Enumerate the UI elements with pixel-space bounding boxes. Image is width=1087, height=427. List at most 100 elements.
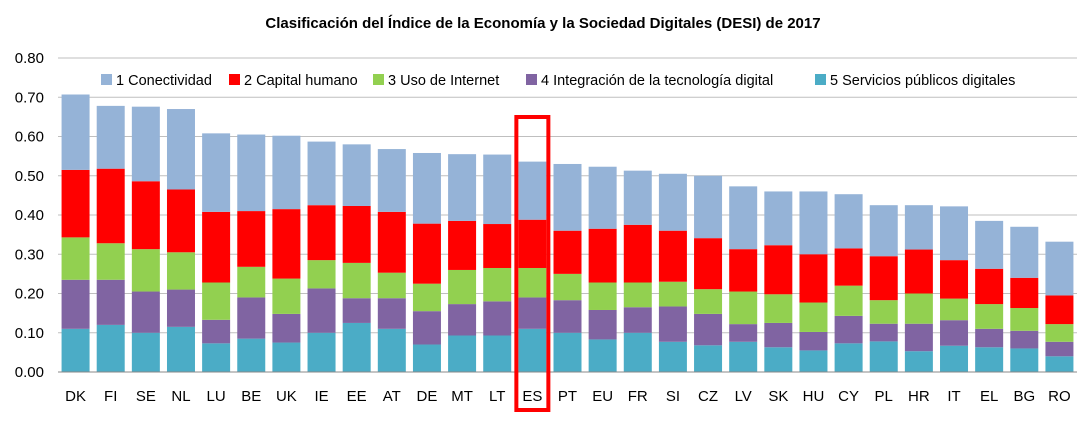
y-tick-label: 0.00 <box>15 364 44 381</box>
bar-segment <box>1045 241 1074 296</box>
bar-segment <box>131 332 160 372</box>
bar-segment <box>623 307 652 333</box>
x-category-label: LT <box>489 388 505 405</box>
x-category-label: SE <box>136 388 156 405</box>
bars <box>61 94 1074 372</box>
bar-segment <box>377 272 406 299</box>
bar-segment <box>799 191 828 255</box>
y-tick-label: 0.40 <box>15 207 44 224</box>
bar-segment <box>694 238 723 290</box>
bar-segment <box>202 211 231 283</box>
bar-segment <box>412 152 441 224</box>
x-category-label: DE <box>417 388 438 405</box>
bar-segment <box>940 260 969 299</box>
x-category-label: AT <box>383 388 401 405</box>
x-category-label: BG <box>1013 388 1035 405</box>
bar-segment <box>202 343 231 372</box>
bar-segment <box>412 311 441 345</box>
x-category-label: PL <box>875 388 893 405</box>
bar-segment <box>448 335 477 372</box>
bar-segment <box>553 230 582 274</box>
bar-segment <box>869 323 898 342</box>
bar-segment <box>237 266 266 298</box>
bar-segment <box>588 309 617 340</box>
bar-segment <box>940 206 969 261</box>
bar-segment <box>342 322 371 372</box>
bar-segment <box>61 169 90 238</box>
bar-segment <box>96 324 125 372</box>
bar-segment <box>377 328 406 372</box>
bar-segment <box>237 297 266 339</box>
bar-segment <box>131 249 160 292</box>
bar-segment <box>202 319 231 344</box>
bar-segment <box>975 328 1004 348</box>
bar-segment <box>307 141 336 206</box>
bar-segment <box>658 173 687 231</box>
y-axis-ticks: 0.00 0.10 0.20 0.30 0.40 0.50 0.60 0.70 0.80 <box>15 50 44 381</box>
bar-segment <box>131 106 160 182</box>
legend-swatch <box>229 74 240 85</box>
bar-segment <box>658 341 687 372</box>
bar-segment <box>237 338 266 372</box>
bar-segment <box>729 249 758 292</box>
legend: 1 Conectividad 2 Capital humano 3 Uso de I… <box>101 73 1015 89</box>
bar-segment <box>729 341 758 372</box>
bar-segment <box>623 332 652 372</box>
bar-segment <box>448 269 477 305</box>
bar-segment <box>166 252 195 290</box>
y-tick-label: 0.60 <box>15 129 44 146</box>
bar-segment <box>518 297 547 329</box>
chart-title: Clasificación del Índice de la Economía … <box>265 15 820 32</box>
bar-segment <box>272 278 301 314</box>
bar-segment <box>869 300 898 324</box>
bar-segment <box>61 94 90 170</box>
x-category-label: UK <box>276 388 297 405</box>
bar-segment <box>96 105 125 169</box>
bar-segment <box>694 313 723 346</box>
bar-segment <box>834 248 863 286</box>
bar-segment <box>834 343 863 372</box>
bar-segment <box>96 168 125 244</box>
legend-swatch <box>815 74 826 85</box>
bar-segment <box>975 347 1004 372</box>
bar-segment <box>588 339 617 372</box>
bar-segment <box>940 345 969 372</box>
bar-segment <box>834 315 863 344</box>
bar-segment <box>1045 356 1074 372</box>
legend-swatch <box>373 74 384 85</box>
y-tick-label: 0.10 <box>15 325 44 342</box>
bar-segment <box>694 289 723 314</box>
bar-segment <box>1010 226 1039 278</box>
bar-segment <box>904 249 933 294</box>
bar-segment <box>1010 330 1039 349</box>
bar-segment <box>588 228 617 283</box>
x-category-label: PT <box>558 388 577 405</box>
bar-segment <box>975 304 1004 329</box>
x-category-label: ES <box>522 388 542 405</box>
bar-segment <box>237 134 266 212</box>
bar-segment <box>202 282 231 320</box>
x-category-label: LV <box>735 388 752 405</box>
y-tick-label: 0.80 <box>15 50 44 67</box>
bar-segment <box>658 281 687 307</box>
bar-segment <box>448 220 477 270</box>
bar-segment <box>764 347 793 372</box>
y-tick-label: 0.50 <box>15 168 44 185</box>
x-category-label: HU <box>803 388 825 405</box>
bar-segment <box>623 282 652 308</box>
bar-segment <box>834 285 863 316</box>
bar-segment <box>764 191 793 246</box>
y-tick-label: 0.20 <box>15 286 44 303</box>
y-tick-label: 0.70 <box>15 89 44 106</box>
bar-segment <box>377 149 406 212</box>
bar-segment <box>1045 295 1074 325</box>
bar-segment <box>202 133 231 212</box>
x-category-label: EU <box>592 388 613 405</box>
highlight-box-es <box>514 115 551 412</box>
bar-segment <box>61 237 90 280</box>
legend-swatch <box>526 74 537 85</box>
bar-segment <box>1010 308 1039 331</box>
x-category-label: IE <box>314 388 328 405</box>
bar-segment <box>166 289 195 327</box>
